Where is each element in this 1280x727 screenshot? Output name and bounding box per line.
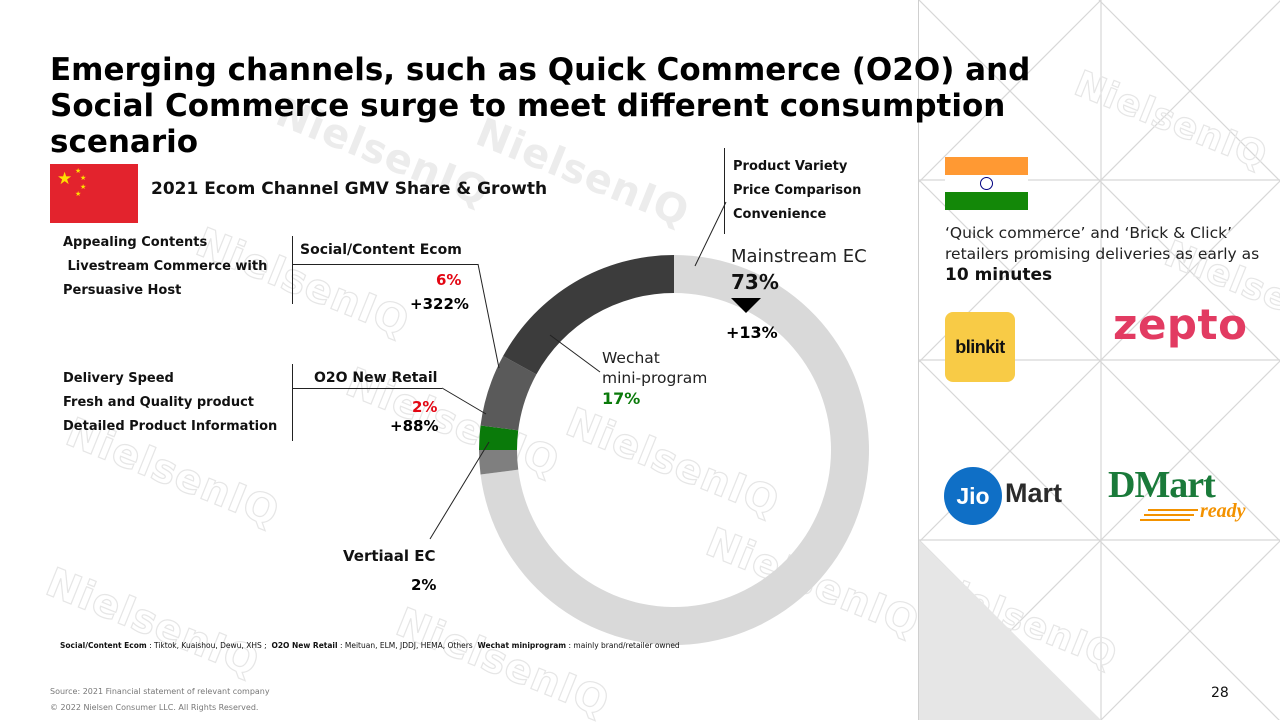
o2o-share: 2% <box>412 398 438 416</box>
wechat-name-line1: Wechat <box>602 349 660 367</box>
mainstream-share: 73% <box>731 270 779 294</box>
dmart-stripe-2 <box>1144 514 1194 516</box>
page-number: 28 <box>1211 685 1229 701</box>
social-driver-3: Persuasive Host <box>63 283 182 298</box>
dmart-stripe-3 <box>1140 519 1190 521</box>
zepto-logo: zepto <box>1113 300 1248 349</box>
donut-slice-social-content-ecom <box>480 356 537 431</box>
footnote-social-text: : Tiktok, Kuaishou, Dewu, XHS ; <box>149 641 267 650</box>
o2o-segment-name: O2O New Retail <box>314 370 438 386</box>
mainstream-segment-name: Mainstream EC <box>731 246 867 267</box>
social-driver-1: Appealing Contents <box>63 235 208 250</box>
mainstream-driver-3: Convenience <box>733 207 827 222</box>
leader-line-vertical <box>429 441 490 540</box>
blinkit-logo: blinkit <box>945 312 1015 382</box>
wechat-share: 17% <box>602 389 641 408</box>
jiomart-logo-mart: Mart <box>1005 478 1063 508</box>
dmart-ready-text: ready <box>1200 500 1246 522</box>
social-underline <box>292 264 478 265</box>
copyright-note: © 2022 Nielsen Consumer LLC. All Rights … <box>50 703 259 712</box>
down-triangle-icon <box>731 298 761 313</box>
leader-line-o2o <box>441 387 487 415</box>
dmart-stripe-1 <box>1148 509 1198 511</box>
india-flag-icon <box>945 157 1028 210</box>
mainstream-driver-2: Price Comparison <box>733 183 862 198</box>
o2o-growth: +88% <box>390 417 439 435</box>
social-growth: +322% <box>410 295 469 313</box>
leader-line-wechat <box>549 334 601 373</box>
o2o-driver-3: Detailed Product Information <box>63 419 278 434</box>
o2o-driver-2: Fresh and Quality product <box>63 395 254 410</box>
donut-slice-vertiaal-ec <box>479 450 519 475</box>
page-title: Emerging channels, such as Quick Commerc… <box>50 52 1031 160</box>
donut-slice-wechat-mini-program <box>503 255 674 375</box>
social-share: 6% <box>436 271 462 289</box>
india-text-bold: 10 minutes <box>945 265 1053 285</box>
jiomart-logo-circle: Jio <box>944 467 1002 525</box>
source-note: Source: 2021 Financial statement of rele… <box>50 687 270 696</box>
vertical-segment-name: Vertiaal EC <box>343 547 436 565</box>
jiomart-logo-jio: Jio <box>956 482 990 509</box>
dmart-logo: DMart <box>1108 464 1216 506</box>
leader-line-mainstream <box>694 201 727 267</box>
social-segment-name: Social/Content Ecom <box>300 242 462 258</box>
mainstream-bracket <box>724 148 725 234</box>
wechat-name-line2: mini-program <box>602 369 708 387</box>
o2o-underline <box>292 388 442 389</box>
donut-slice-o2o-new-retail <box>479 425 519 450</box>
leader-line-social <box>477 263 500 369</box>
india-description: ‘Quick commerce’ and ‘Brick & Click’ ret… <box>945 223 1265 286</box>
china-flag-icon: ★ ★ ★ ★ ★ <box>50 164 138 223</box>
footnote-o2o-text: : Meituan, ELM, JDDJ, HEMA, Others <box>339 641 473 650</box>
india-text-main: ‘Quick commerce’ and ‘Brick & Click’ ret… <box>945 224 1260 263</box>
chart-title: 2021 Ecom Channel GMV Share & Growth <box>151 179 548 199</box>
o2o-driver-1: Delivery Speed <box>63 371 174 386</box>
o2o-bracket <box>292 364 293 441</box>
vertical-share: 2% <box>411 576 437 594</box>
footnote-social-label: Social/Content Ecom <box>60 641 147 650</box>
mainstream-growth: +13% <box>726 323 778 342</box>
footnote: Social/Content Ecom : Tiktok, Kuaishou, … <box>60 641 680 650</box>
donut-chart <box>429 201 869 645</box>
footnote-wechat-label: Wechat miniprogram <box>477 641 567 650</box>
footnote-wechat-text: : mainly brand/retailer owned <box>568 641 680 650</box>
footnote-o2o-label: O2O New Retail <box>271 641 338 650</box>
blinkit-logo-text: blinkit <box>955 336 1005 357</box>
social-driver-2: Livestream Commerce with <box>63 259 268 274</box>
social-bracket <box>292 236 293 304</box>
mainstream-driver-1: Product Variety <box>733 159 848 174</box>
